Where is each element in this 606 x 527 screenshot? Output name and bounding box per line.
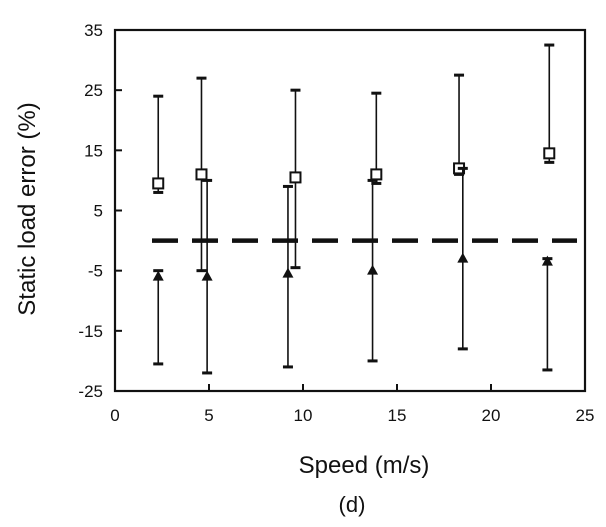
triangle-series: [152, 166, 553, 375]
tick-labels: 0 5 10 15 20 25 35 25 15 5 -5 -15 -25: [78, 21, 594, 425]
square-marker: [195, 168, 208, 181]
axis-ticks: [114, 29, 586, 392]
square-marker: [289, 171, 302, 184]
x-tick-label: 0: [110, 406, 119, 425]
x-tick-label: 5: [204, 406, 213, 425]
y-tick-label: 5: [94, 202, 103, 221]
y-axis-label: Static load error (%): [14, 102, 41, 315]
triangle-marker: [457, 252, 469, 263]
square-marker: [370, 168, 383, 181]
y-tick-label: -25: [78, 382, 103, 401]
triangle-marker: [152, 270, 164, 281]
plot-frame: [113, 28, 587, 393]
figure-caption: (d): [339, 492, 366, 517]
x-tick-label: 25: [576, 406, 595, 425]
x-tick-label: 10: [294, 406, 313, 425]
data-series: [152, 43, 556, 375]
x-axis-label: Speed (m/s): [299, 452, 430, 479]
square-marker: [152, 177, 165, 190]
triangle-marker: [282, 267, 294, 278]
triangle-marker: [367, 264, 379, 275]
y-tick-label: -15: [78, 322, 103, 341]
square-series: [152, 43, 556, 273]
y-tick-label: 35: [84, 21, 103, 40]
y-tick-label: 15: [84, 141, 103, 160]
x-tick-label: 20: [482, 406, 501, 425]
triangle-marker: [541, 255, 553, 266]
triangle-marker: [201, 270, 213, 281]
y-tick-label: 25: [84, 81, 103, 100]
x-tick-label: 15: [388, 406, 407, 425]
square-marker: [543, 147, 556, 160]
y-tick-label: -5: [88, 262, 103, 281]
